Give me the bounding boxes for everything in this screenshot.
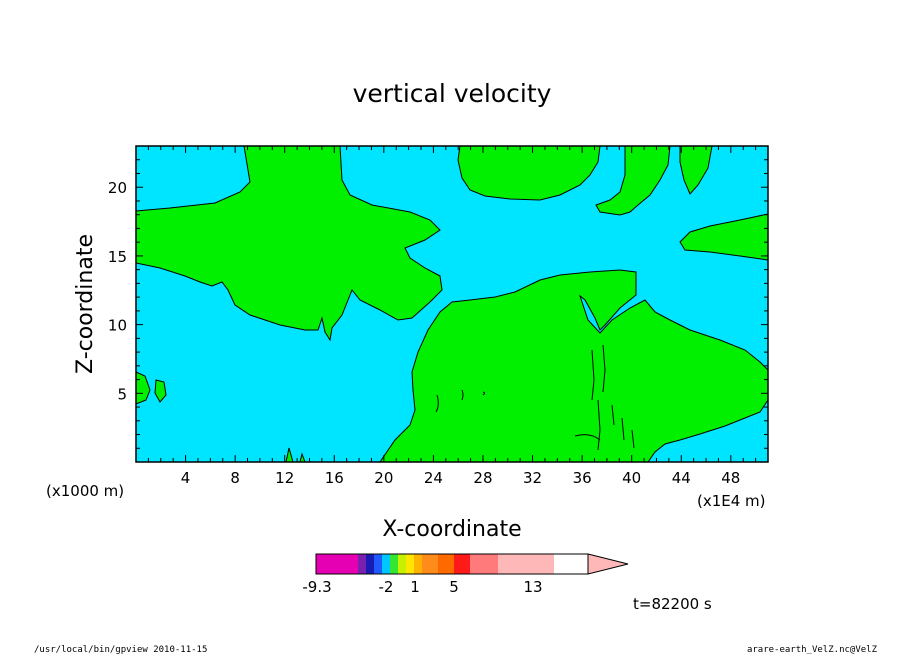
time-label: t=82200 s <box>633 595 712 613</box>
chart-title: vertical velocity <box>353 79 552 108</box>
x-tick-label: 36 <box>573 469 592 487</box>
colorbar-segment <box>422 554 438 574</box>
x-tick-label: 44 <box>672 469 691 487</box>
upper-anvil-region <box>135 145 443 342</box>
colorbar-label-1: -9.3 <box>302 578 331 596</box>
colorbar-segment <box>470 554 484 574</box>
y-axis: 5 10 15 20 <box>108 159 768 449</box>
colorbar-segment <box>518 554 538 574</box>
y-tick-label: 20 <box>108 179 127 197</box>
colorbar-segment <box>498 554 518 574</box>
colorbar-segment <box>538 554 554 574</box>
colorbar-frame <box>315 553 589 575</box>
y-tick-label: 15 <box>108 248 127 266</box>
colorbar-label-2: -2 <box>379 578 394 596</box>
colorbar-segment <box>438 554 454 574</box>
x-tick-label: 4 <box>181 469 191 487</box>
y-axis-units: (x1000 m) <box>46 482 124 500</box>
colorbar-segment <box>398 554 406 574</box>
footer-right: arare-earth_VelZ.nc@VelZ <box>747 645 878 654</box>
colorbar-label-3: 1 <box>410 578 420 596</box>
colorbar-tick-labels: -9.3 -2 1 5 13 <box>302 578 542 596</box>
x-tick-label: 28 <box>473 469 492 487</box>
x-axis: 4 8 12 16 20 24 28 32 36 40 44 48 <box>147 146 757 487</box>
colorbar-end-arrow <box>587 553 629 575</box>
colorbar-segment <box>414 554 422 574</box>
x-tick-label: 8 <box>230 469 240 487</box>
x-tick-label: 24 <box>424 469 443 487</box>
upper-right-region-3 <box>679 145 713 195</box>
colorbar-segment <box>454 554 470 574</box>
y-tick-label: 5 <box>117 385 127 403</box>
colorbar-segment <box>374 554 382 574</box>
colorbar-segment <box>316 554 346 574</box>
x-tick-label: 12 <box>275 469 294 487</box>
small-blob-1 <box>154 379 167 403</box>
colorbar-segment <box>382 554 390 574</box>
x-tick-label: 16 <box>325 469 344 487</box>
colorbar-segment <box>346 554 358 574</box>
colorbar-segment <box>390 554 398 574</box>
lower-storm-region <box>379 269 769 463</box>
footer-left: /usr/local/bin/gpview 2010-11-15 <box>34 645 207 654</box>
plot-area <box>135 145 769 463</box>
x-tick-label: 32 <box>523 469 542 487</box>
y-axis-label: Z-coordinate <box>73 234 98 374</box>
y-tick-label: 10 <box>108 317 127 335</box>
contour-streaks <box>435 344 635 451</box>
x-tick-label: 48 <box>721 469 740 487</box>
colorbar-segment <box>406 554 414 574</box>
colorbar-segment <box>366 554 374 574</box>
right-mid-region <box>679 213 769 261</box>
x-axis-label: X-coordinate <box>382 517 521 542</box>
colorbar-label-5: 13 <box>523 578 542 596</box>
x-tick-label: 20 <box>374 469 393 487</box>
colorbar-label-4: 5 <box>449 578 459 596</box>
positive-regions <box>135 145 769 463</box>
upper-right-region-2 <box>595 145 671 216</box>
plot-frame <box>135 145 769 463</box>
colorbar <box>315 553 629 575</box>
x-tick-label: 40 <box>622 469 641 487</box>
colorbar-segment <box>484 554 498 574</box>
x-axis-units: (x1E4 m) <box>697 492 766 510</box>
upper-right-region-1 <box>457 145 601 201</box>
colorbar-segment <box>358 554 366 574</box>
